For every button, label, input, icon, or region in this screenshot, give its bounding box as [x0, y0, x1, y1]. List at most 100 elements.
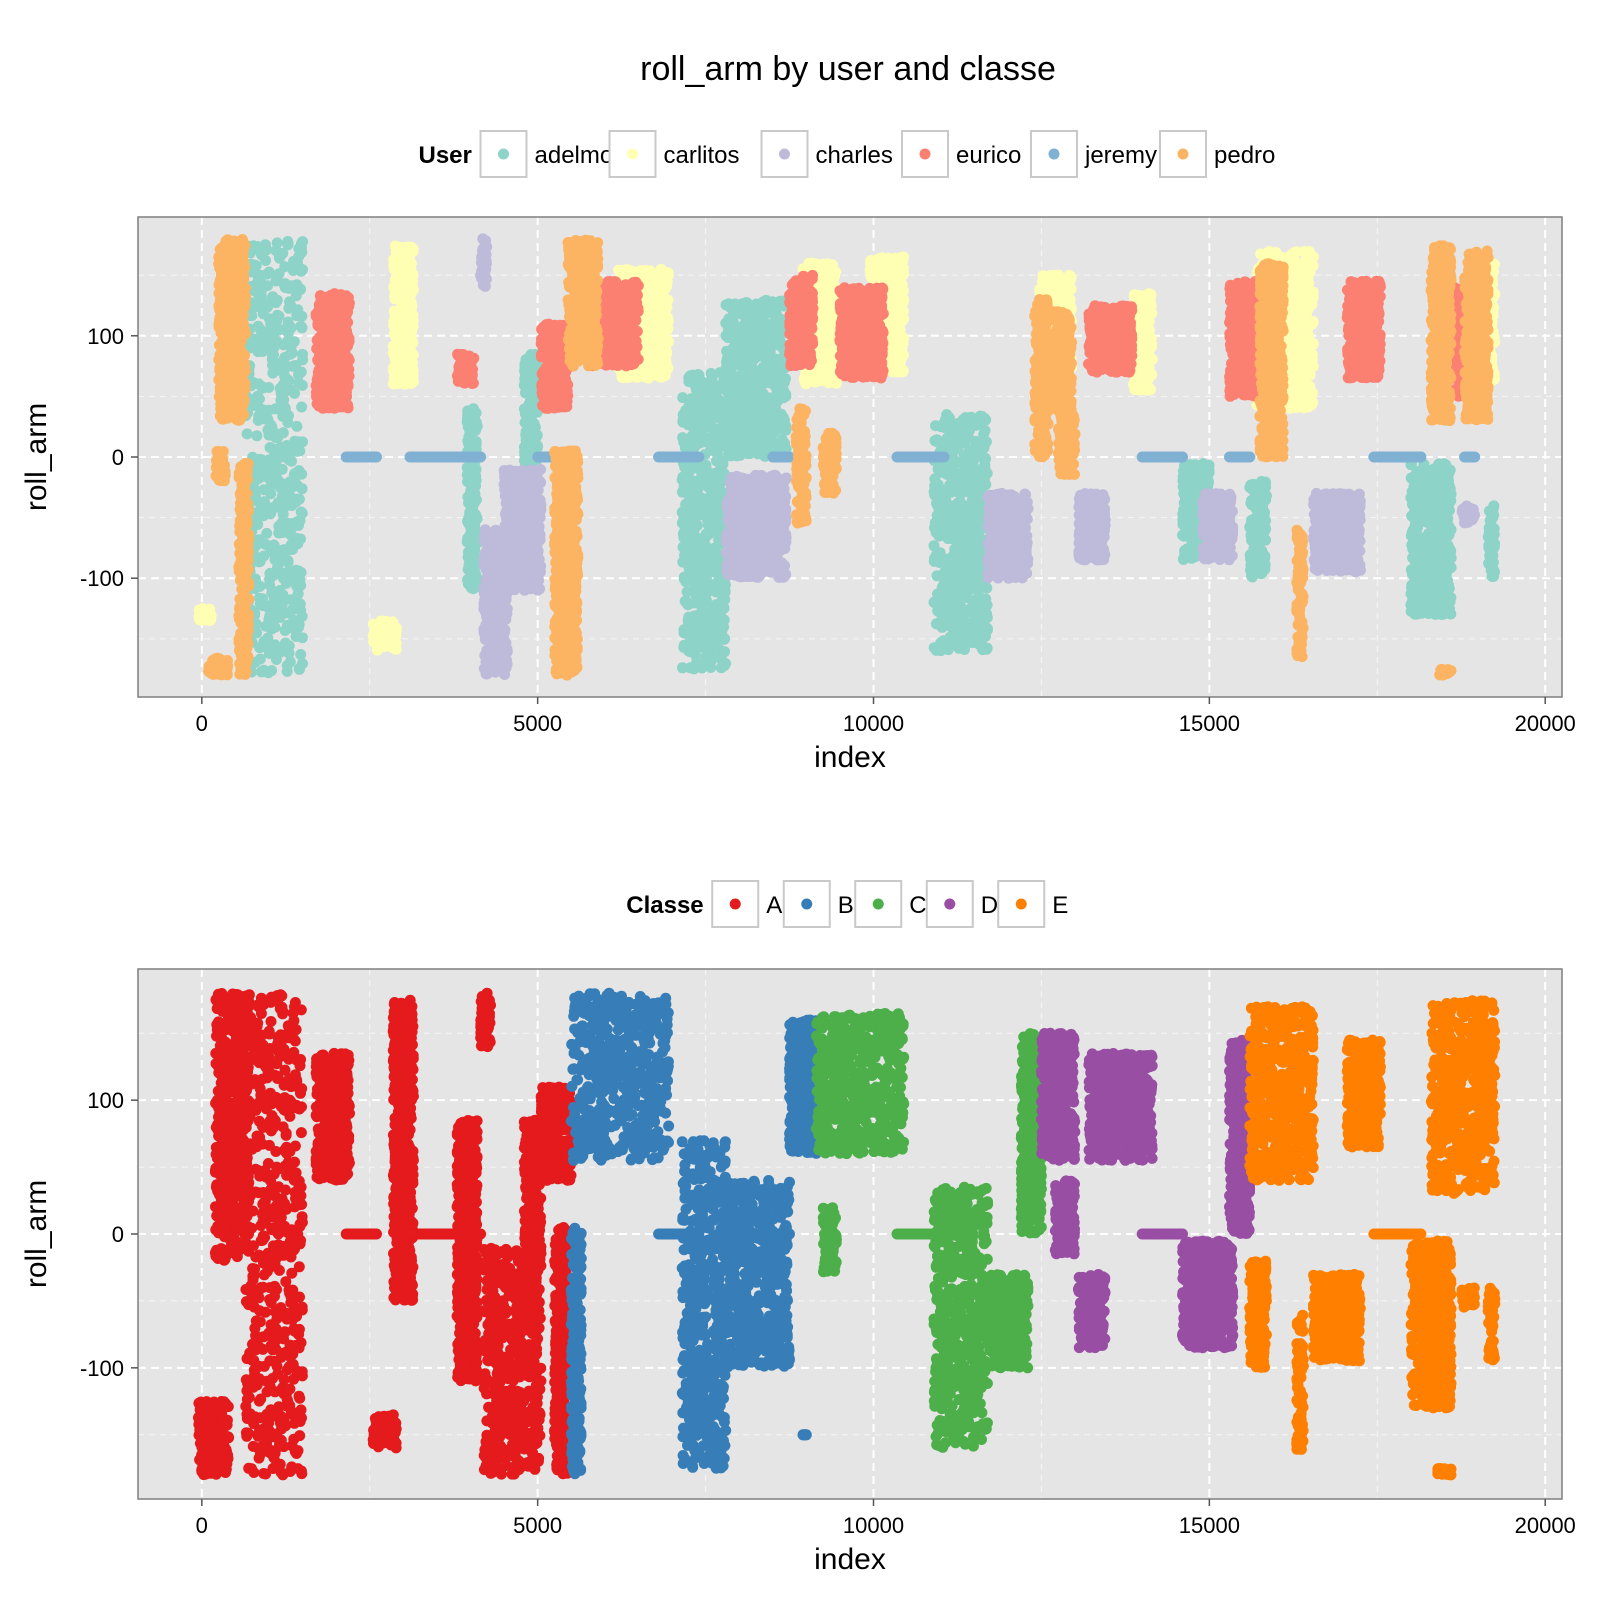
- point: [465, 497, 476, 508]
- point: [254, 283, 265, 294]
- point: [296, 311, 307, 322]
- point: [693, 574, 704, 585]
- point: [724, 436, 735, 447]
- point: [249, 260, 260, 271]
- point: [823, 275, 834, 286]
- point: [524, 383, 535, 394]
- point: [942, 533, 953, 544]
- point: [942, 573, 953, 584]
- point: [1487, 504, 1498, 515]
- point: [622, 266, 633, 277]
- point: [678, 415, 689, 426]
- point: [773, 300, 784, 311]
- point: [402, 360, 413, 371]
- point: [931, 527, 942, 538]
- point: [404, 332, 415, 343]
- point: [283, 375, 294, 386]
- point: [291, 279, 302, 290]
- point: [1410, 531, 1421, 542]
- point: [973, 560, 984, 571]
- point: [296, 567, 307, 578]
- point: [981, 583, 992, 594]
- point: [1444, 544, 1455, 555]
- point: [295, 605, 306, 616]
- point: [278, 339, 289, 350]
- legend-dot: [627, 149, 638, 160]
- point: [689, 561, 700, 572]
- point: [1442, 562, 1453, 573]
- point: [763, 320, 774, 331]
- legend-item-charles: charles: [762, 131, 893, 177]
- point: [265, 488, 276, 499]
- point: [974, 639, 985, 650]
- point: [258, 332, 269, 343]
- point: [1180, 466, 1191, 477]
- point: [273, 521, 284, 532]
- point: [294, 663, 305, 674]
- point: [1445, 484, 1456, 495]
- point: [936, 485, 947, 496]
- point: [1423, 545, 1434, 556]
- point: [393, 263, 404, 274]
- point: [685, 492, 696, 503]
- point: [761, 429, 772, 440]
- point: [692, 510, 703, 521]
- legend-dot: [920, 149, 931, 160]
- point: [711, 631, 722, 642]
- point: [523, 451, 534, 462]
- point: [679, 574, 690, 585]
- point: [468, 583, 479, 594]
- point: [737, 298, 748, 309]
- point: [953, 472, 964, 483]
- point: [823, 358, 834, 369]
- point: [701, 422, 712, 433]
- point: [659, 284, 670, 295]
- point: [277, 553, 288, 564]
- point: [1417, 566, 1428, 577]
- point: [254, 556, 265, 567]
- point: [253, 473, 264, 484]
- point: [658, 350, 669, 361]
- point: [293, 369, 304, 380]
- point: [295, 649, 306, 660]
- point: [264, 579, 275, 590]
- point: [297, 508, 308, 519]
- point: [641, 315, 652, 326]
- point: [267, 360, 278, 371]
- point: [1429, 467, 1440, 478]
- point: [684, 478, 695, 489]
- point: [390, 377, 401, 388]
- point: [681, 596, 692, 607]
- point: [286, 481, 297, 492]
- point: [277, 646, 288, 657]
- point: [643, 370, 654, 381]
- point: [736, 389, 747, 400]
- point: [251, 430, 262, 441]
- point: [296, 402, 307, 413]
- point: [1407, 542, 1418, 553]
- point: [264, 405, 275, 416]
- point: [698, 604, 709, 615]
- point: [1260, 477, 1271, 488]
- point: [710, 468, 721, 479]
- point: [1440, 462, 1451, 473]
- point: [290, 360, 301, 371]
- point: [810, 258, 821, 269]
- point: [652, 339, 663, 350]
- point: [973, 480, 984, 491]
- point: [258, 665, 269, 676]
- point: [297, 380, 308, 391]
- point: [1406, 582, 1417, 593]
- point: [759, 309, 770, 320]
- point: [249, 298, 260, 309]
- point: [748, 304, 759, 315]
- point: [677, 432, 688, 443]
- point: [728, 342, 739, 353]
- point: [465, 487, 476, 498]
- point: [953, 576, 964, 587]
- point: [285, 300, 296, 311]
- chart-title: roll_arm by user and classe: [640, 50, 1056, 88]
- point: [966, 624, 977, 635]
- point: [284, 520, 295, 531]
- point: [658, 313, 669, 324]
